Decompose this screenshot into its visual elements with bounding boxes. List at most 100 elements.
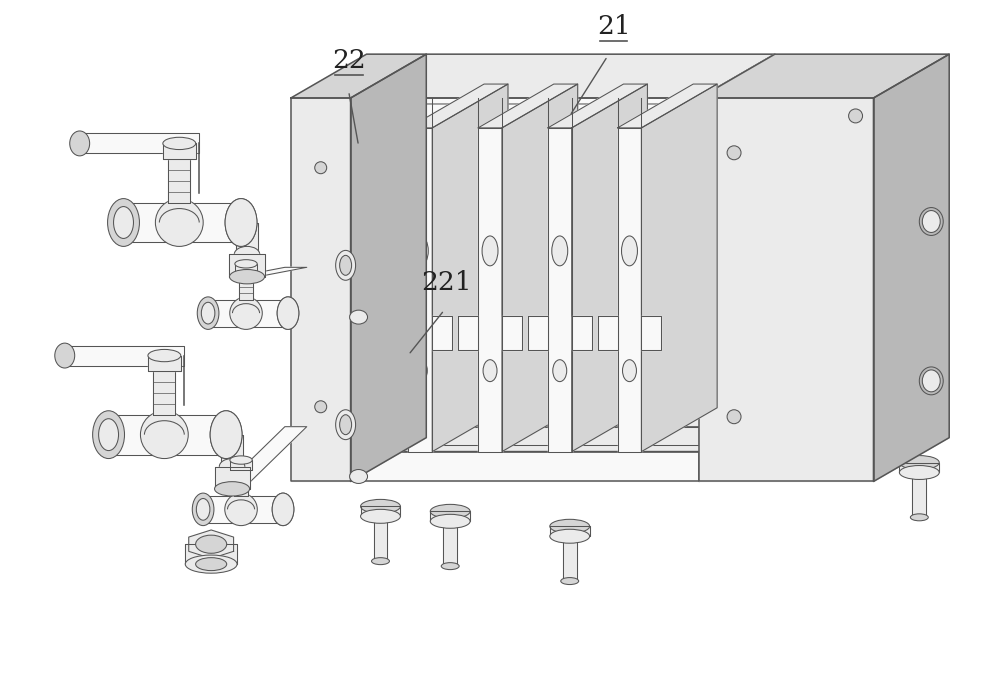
Polygon shape (699, 98, 874, 482)
Ellipse shape (910, 514, 928, 521)
Ellipse shape (553, 360, 567, 382)
Ellipse shape (148, 350, 181, 361)
Ellipse shape (225, 199, 257, 247)
Ellipse shape (225, 199, 257, 247)
Polygon shape (65, 345, 184, 366)
Polygon shape (572, 316, 592, 350)
Polygon shape (215, 466, 250, 489)
Polygon shape (124, 202, 235, 243)
Ellipse shape (552, 236, 568, 265)
Polygon shape (153, 371, 175, 415)
Ellipse shape (361, 509, 400, 523)
Ellipse shape (413, 360, 427, 382)
Polygon shape (221, 427, 307, 489)
Polygon shape (351, 104, 775, 148)
Polygon shape (528, 316, 548, 350)
Ellipse shape (210, 411, 242, 459)
Polygon shape (432, 84, 508, 452)
Polygon shape (408, 84, 508, 128)
Polygon shape (430, 512, 470, 521)
Polygon shape (572, 84, 647, 452)
Polygon shape (699, 408, 775, 482)
Ellipse shape (623, 360, 636, 382)
Ellipse shape (215, 482, 250, 496)
Polygon shape (361, 507, 400, 516)
Ellipse shape (550, 530, 590, 543)
Polygon shape (351, 54, 426, 482)
Text: 221: 221 (421, 270, 471, 295)
Ellipse shape (219, 459, 245, 475)
Ellipse shape (95, 413, 123, 457)
Ellipse shape (622, 236, 637, 265)
Ellipse shape (412, 236, 428, 265)
Ellipse shape (277, 297, 299, 329)
Ellipse shape (340, 255, 352, 275)
Polygon shape (443, 512, 457, 566)
Ellipse shape (350, 310, 368, 324)
Polygon shape (239, 275, 253, 300)
Polygon shape (148, 356, 181, 371)
Ellipse shape (230, 456, 252, 464)
Polygon shape (351, 452, 699, 482)
Polygon shape (641, 316, 661, 350)
Polygon shape (109, 415, 220, 455)
Polygon shape (502, 316, 522, 350)
Ellipse shape (199, 298, 218, 328)
Ellipse shape (196, 498, 210, 520)
Polygon shape (351, 148, 699, 165)
Circle shape (727, 410, 741, 424)
Ellipse shape (430, 505, 470, 518)
Polygon shape (236, 268, 307, 277)
Polygon shape (351, 427, 699, 445)
Ellipse shape (201, 302, 215, 324)
Polygon shape (548, 128, 572, 452)
Ellipse shape (441, 563, 459, 570)
Ellipse shape (483, 360, 497, 382)
Ellipse shape (350, 470, 368, 484)
Ellipse shape (272, 493, 294, 525)
Circle shape (849, 109, 863, 123)
Polygon shape (234, 471, 248, 496)
Circle shape (315, 401, 327, 413)
Ellipse shape (210, 411, 242, 459)
Polygon shape (699, 104, 775, 165)
Circle shape (727, 146, 741, 160)
Ellipse shape (55, 343, 75, 368)
Ellipse shape (336, 410, 356, 440)
Ellipse shape (272, 493, 294, 525)
Circle shape (315, 162, 327, 174)
Polygon shape (230, 460, 252, 471)
Ellipse shape (430, 514, 470, 528)
Polygon shape (221, 434, 243, 466)
Ellipse shape (336, 250, 356, 280)
Polygon shape (502, 84, 578, 452)
Polygon shape (351, 408, 775, 452)
Ellipse shape (922, 370, 940, 392)
Polygon shape (185, 544, 237, 564)
Polygon shape (208, 300, 284, 327)
Ellipse shape (340, 415, 352, 434)
Ellipse shape (234, 247, 260, 262)
Text: 21: 21 (597, 14, 630, 39)
Polygon shape (351, 54, 775, 98)
Polygon shape (236, 222, 258, 254)
Polygon shape (432, 316, 452, 350)
Polygon shape (374, 507, 387, 561)
Polygon shape (874, 54, 949, 482)
Ellipse shape (899, 455, 939, 470)
Ellipse shape (235, 260, 257, 268)
Ellipse shape (99, 418, 119, 450)
Polygon shape (203, 496, 279, 523)
Ellipse shape (163, 138, 196, 149)
Polygon shape (641, 84, 717, 452)
Ellipse shape (197, 297, 219, 329)
Ellipse shape (277, 297, 299, 329)
Ellipse shape (482, 236, 498, 265)
Polygon shape (563, 526, 577, 581)
Polygon shape (899, 463, 939, 473)
Polygon shape (408, 128, 432, 452)
Circle shape (140, 411, 188, 459)
Circle shape (230, 297, 262, 329)
Polygon shape (189, 530, 234, 559)
Polygon shape (550, 526, 590, 537)
